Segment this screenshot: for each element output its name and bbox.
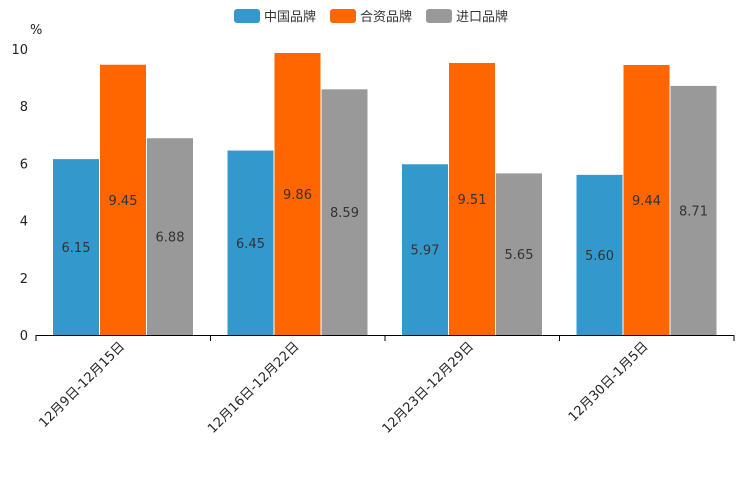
data-label-3-4: 8.71 <box>679 204 708 219</box>
legend-label-2: 合资品牌 <box>360 9 412 25</box>
bars: 6.15 9.45 6.88 6.45 9.86 8.59 5.97 9.51 5.65 5.60… <box>53 53 717 336</box>
x-tick-label-2: 12月16日-12月22日 <box>205 339 302 436</box>
bar-1-3 <box>402 164 448 335</box>
data-label-3-1: 6.88 <box>156 231 185 246</box>
bar-3-2 <box>321 89 368 336</box>
bar-1-1 <box>53 159 99 335</box>
legend: 中国品牌 合资品牌 进口品牌 <box>234 9 508 25</box>
legend-swatch-2 <box>330 9 356 23</box>
x-tick-label-1: 12月9日-12月15日 <box>36 339 128 431</box>
y-axis: 0 2 4 6 8 10 <box>11 43 28 344</box>
data-label-3-2: 8.59 <box>330 206 359 221</box>
y-tick-label-2: 2 <box>20 272 28 287</box>
legend-label-1: 中国品牌 <box>264 9 316 25</box>
y-tick-label-6: 6 <box>20 157 28 172</box>
bar-2-2 <box>274 53 321 336</box>
bar-1-2 <box>227 150 274 335</box>
y-tick-label-10: 10 <box>11 43 28 58</box>
legend-swatch-3 <box>426 9 452 23</box>
legend-swatch-1 <box>234 9 260 23</box>
bar-2-3 <box>449 63 495 335</box>
bar-3-4 <box>670 85 717 335</box>
y-tick-label-0: 0 <box>20 329 28 344</box>
x-tick-label-4: 12月30日-1月5日 <box>566 339 652 425</box>
bar-3-3 <box>496 173 542 335</box>
data-label-2-3: 9.51 <box>458 193 487 208</box>
y-tick-label-4: 4 <box>20 215 28 230</box>
legend-label-3: 进口品牌 <box>456 9 508 25</box>
x-axis: 12月9日-12月15日 12月16日-12月22日 12月23日-12月29日 12… <box>35 335 735 437</box>
data-label-2-2: 9.86 <box>283 188 312 203</box>
y-axis-unit: % <box>30 23 42 38</box>
data-label-1-3: 5.97 <box>411 244 440 259</box>
data-label-2-4: 9.44 <box>632 194 661 209</box>
bar-2-1 <box>100 64 146 335</box>
data-label-1-1: 6.15 <box>62 241 91 256</box>
y-tick-label-8: 8 <box>20 100 28 115</box>
x-tick-label-3: 12月23日-12月29日 <box>380 339 477 436</box>
bar-1-4 <box>576 174 623 335</box>
data-label-3-3: 5.65 <box>505 248 534 263</box>
data-label-1-4: 5.60 <box>585 249 614 264</box>
bar-2-4 <box>623 65 670 336</box>
bar-3-1 <box>147 138 193 335</box>
data-label-2-1: 9.45 <box>109 194 138 209</box>
data-label-1-2: 6.45 <box>236 237 265 252</box>
